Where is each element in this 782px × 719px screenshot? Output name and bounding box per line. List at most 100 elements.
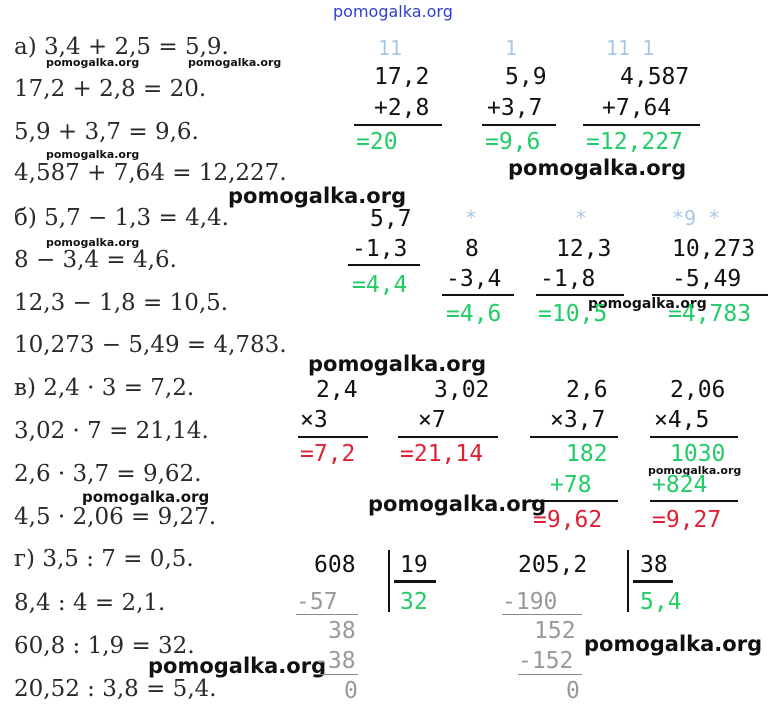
division-step: 0 [566,678,580,704]
equation-a-1: а) 3,4 + 2,5 = 5,9. [14,34,229,60]
equation-b-3: 12,3 − 1,8 = 10,5. [14,290,229,316]
sum-result: =9,6 [485,129,541,155]
equation-d-2: 8,4 : 4 = 2,1. [14,590,166,616]
subtrahend: -1,3 [352,236,408,262]
sum-result: =20 [356,129,398,155]
division-bracket [627,550,629,612]
equation-c-4: 4,5 · 2,06 = 9,27. [14,504,217,530]
sum-line [482,124,556,126]
dividend: 205,2 [518,552,588,578]
addend-top: 17,2 [374,64,430,90]
subtrahend: -3,4 [446,266,502,292]
product-result: =9,62 [533,507,603,533]
sum-result: =12,227 [586,129,683,155]
division-step: -38 [314,648,356,674]
watermark-large: pomogalka.org [508,156,687,180]
multiplier: ×3 [300,407,328,433]
sum-line [583,124,700,126]
watermark-large: pomogalka.org [368,492,547,516]
addend-bottom: +2,8 [374,95,430,121]
watermark-top: pomogalka.org [333,2,453,21]
quotient: 5,4 [640,589,682,615]
difference-line [652,294,768,296]
quotient: 32 [400,589,428,615]
watermark-medium: pomogalka.org [82,488,210,506]
minuend: 12,3 [556,236,612,262]
borrow-marks: * [575,206,588,230]
partial-product: 182 [566,441,608,467]
partial-product: +78 [550,472,592,498]
difference-result: =4,783 [668,301,752,327]
dividend: 608 [314,552,356,578]
division-step: 152 [534,618,576,644]
step-line [518,674,582,675]
borrow-marks: *9 * [672,206,721,230]
divisor-line [633,580,673,583]
difference-line [442,294,514,296]
division-step: 38 [328,618,356,644]
equation-b-1: б) 5,7 − 1,3 = 4,4. [14,205,229,231]
sum-line [354,124,442,126]
step-line [296,614,358,615]
multiplicand: 2,4 [316,377,358,403]
product-result: =7,2 [300,441,356,467]
difference-result: =4,4 [352,272,408,298]
carry-digits: 1 [505,36,518,60]
equation-a-3: 5,9 + 3,7 = 9,6. [14,119,199,145]
equation-b-4: 10,273 − 5,49 = 4,783. [14,332,287,358]
equation-c-1: в) 2,4 · 3 = 7,2. [14,375,195,401]
multiplier: ×7 [418,407,446,433]
multiplier: ×4,5 [654,407,710,433]
multiplicand: 2,6 [566,377,608,403]
division-step: -57 [296,589,338,615]
partial-product: +824 [652,472,708,498]
borrow-marks: * [465,206,478,230]
watermark-small: pomogalka.org [46,56,140,69]
equation-d-4: 20,52 : 3,8 = 5,4. [14,676,217,702]
carry-digits: 11 1 [606,36,655,60]
product-line [650,500,738,502]
equation-c-3: 2,6 · 3,7 = 9,62. [14,461,202,487]
carry-digits: 11 [378,36,403,60]
equation-c-2: 3,02 · 7 = 21,14. [14,418,209,444]
step-line [314,674,358,675]
difference-line [348,264,420,266]
minuend: 8 [465,236,479,262]
division-step: -190 [502,589,558,615]
difference-result: =10,5 [538,301,608,327]
difference-result: =4,6 [446,301,502,327]
product-result: =9,27 [652,507,722,533]
addend-top: 5,9 [505,64,547,90]
product-result: =21,14 [400,441,484,467]
watermark-medium: pomogalka.org [588,296,707,312]
watermark-large: pomogalka.org [148,654,327,678]
watermark-large: pomogalka.org [308,352,487,376]
divisor: 19 [400,552,428,578]
divisor: 38 [640,552,668,578]
watermark-large: pomogalka.org [228,184,407,208]
equation-d-1: г) 3,5 : 7 = 0,5. [14,546,194,572]
minuend: 5,7 [370,206,412,232]
subtrahend: -5,49 [672,266,742,292]
difference-line [536,294,624,296]
divisor-line [394,580,436,583]
watermark-small: pomogalka.org [648,464,742,477]
equation-a-4: 4,587 + 7,64 = 12,227. [14,160,287,186]
addend-bottom: +3,7 [487,95,543,121]
minuend: 10,273 [672,236,756,262]
equation-a-2: 17,2 + 2,8 = 20. [14,76,207,102]
equation-b-2: 8 − 3,4 = 4,6. [14,247,177,273]
watermark-small: pomogalka.org [46,148,140,161]
equation-d-3: 60,8 : 1,9 = 32. [14,633,195,659]
watermark-small: pomogalka.org [188,56,282,69]
step-line [502,614,582,615]
product-line [398,436,498,438]
division-step: -152 [518,648,574,674]
subtrahend: -1,8 [540,266,596,292]
division-step: 0 [344,678,358,704]
watermark-large: pomogalka.org [584,632,763,656]
division-bracket [388,550,390,612]
multiplicand: 3,02 [434,377,490,403]
partial-product: 1030 [670,441,726,467]
product-line [298,436,368,438]
